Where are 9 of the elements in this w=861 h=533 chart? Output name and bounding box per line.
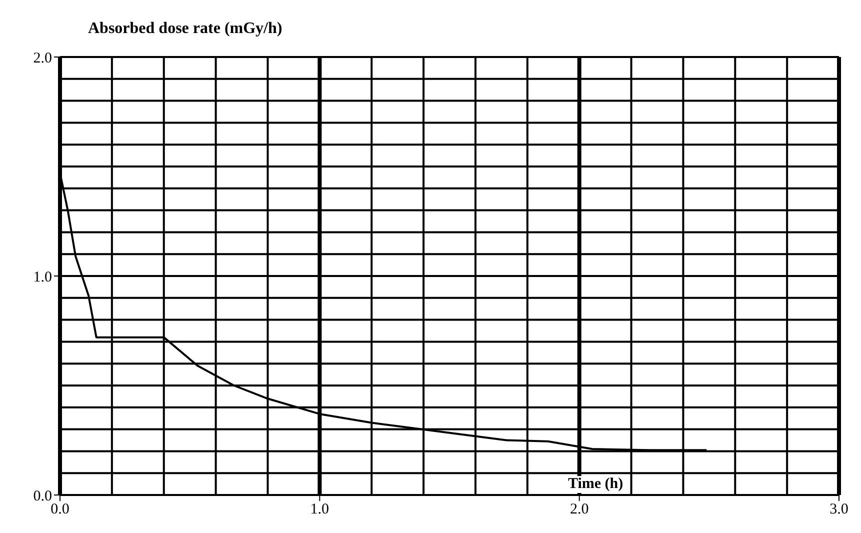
x-tick-label: 0.0 xyxy=(50,502,70,518)
chart-title: Absorbed dose rate (mGy/h) xyxy=(88,20,282,38)
x-axis-title: Time (h) xyxy=(568,476,624,493)
y-tick-label: 1.0 xyxy=(33,269,52,286)
y-tick-label: 2.0 xyxy=(33,50,52,66)
y-tick-label: 0.0 xyxy=(33,488,52,504)
x-tick-label: 1.0 xyxy=(310,502,330,518)
x-tick-label: 3.0 xyxy=(830,502,848,518)
x-tick-label: 2.0 xyxy=(570,502,589,518)
